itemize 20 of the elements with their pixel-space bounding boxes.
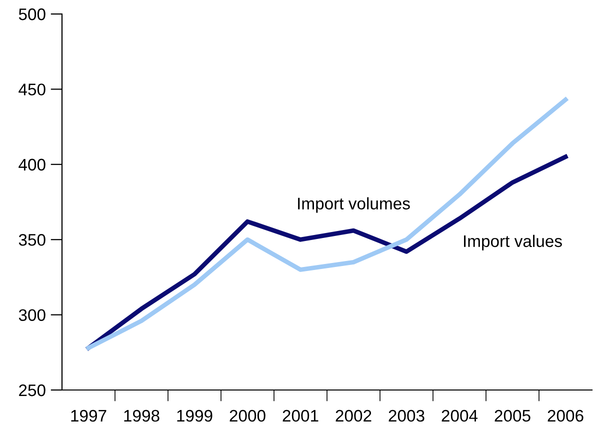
line-series: [86, 154, 568, 350]
x-tick-label: 2004: [442, 410, 478, 422]
y-tick-label: 300: [18, 309, 46, 322]
y-tick-label: 500: [18, 8, 46, 20]
series-label: Import volumes: [298, 197, 410, 213]
series-label: Import values: [464, 234, 562, 250]
x-tick-label: 2003: [388, 410, 424, 422]
x-tick-label: 2001: [282, 410, 318, 422]
y-tick-label: 450: [18, 84, 46, 96]
x-tick-label: 1998: [124, 410, 160, 422]
y-tick-label: 350: [18, 234, 46, 246]
x-tick-label: 1999: [177, 410, 212, 422]
line-series: [86, 98, 568, 350]
y-tick-label: 400: [18, 158, 46, 171]
x-tick-label: 2000: [230, 410, 266, 422]
x-tick-label: 2005: [494, 410, 530, 422]
x-tick-label: 2002: [336, 410, 372, 422]
y-tick-label: 250: [19, 384, 46, 396]
x-tick-label: 1997: [71, 410, 106, 422]
x-tick-label: 2006: [548, 410, 584, 422]
